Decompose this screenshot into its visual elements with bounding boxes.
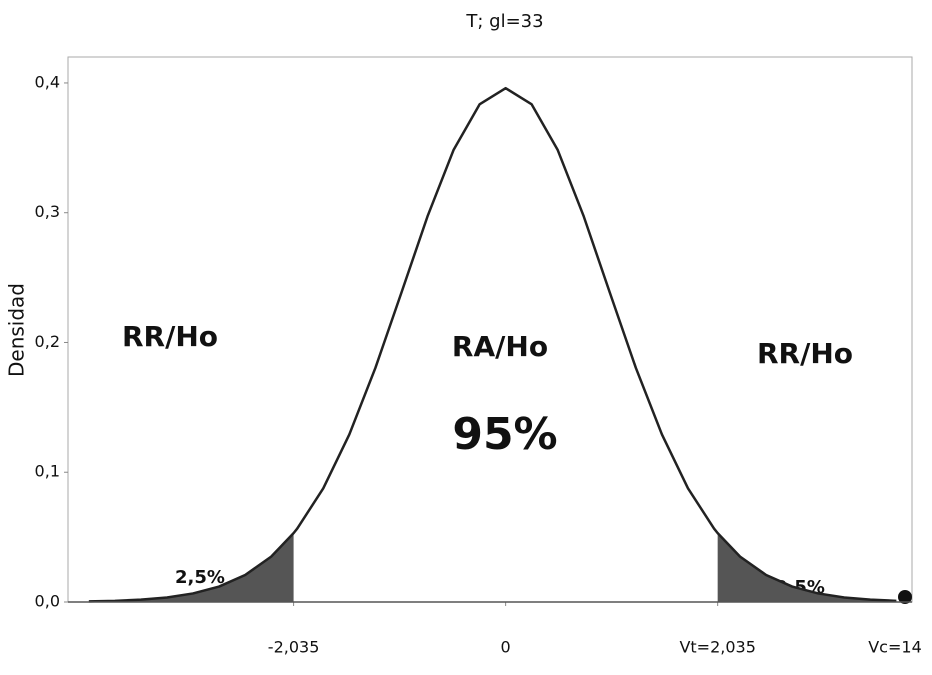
annotation: RR/Ho <box>122 320 218 353</box>
x-tick-label: Vt=2,035 <box>679 638 755 657</box>
y-tick-label: 0,1 <box>35 462 60 481</box>
annotation: RR/Ho <box>757 337 853 370</box>
y-axis-label: Densidad <box>5 283 29 377</box>
rejection-area <box>717 533 897 602</box>
x-tick-label: 0 <box>501 638 511 657</box>
rejection-area <box>88 533 294 602</box>
chart-title: T; gl=33 <box>465 11 543 32</box>
annotation: 95% <box>452 409 557 460</box>
test-statistic-dot <box>898 590 912 604</box>
annotation: RA/Ho <box>452 330 548 363</box>
annotation: 2,5% <box>175 567 225 588</box>
y-tick-label: 0,4 <box>35 72 60 91</box>
annotation: Vc=14 <box>868 638 922 657</box>
y-tick-label: 0,2 <box>35 332 60 351</box>
y-tick-label: 0,0 <box>35 592 60 611</box>
x-tick-label: -2,035 <box>268 638 320 657</box>
density-curve <box>88 86 897 603</box>
y-tick-label: 0,3 <box>35 202 60 221</box>
